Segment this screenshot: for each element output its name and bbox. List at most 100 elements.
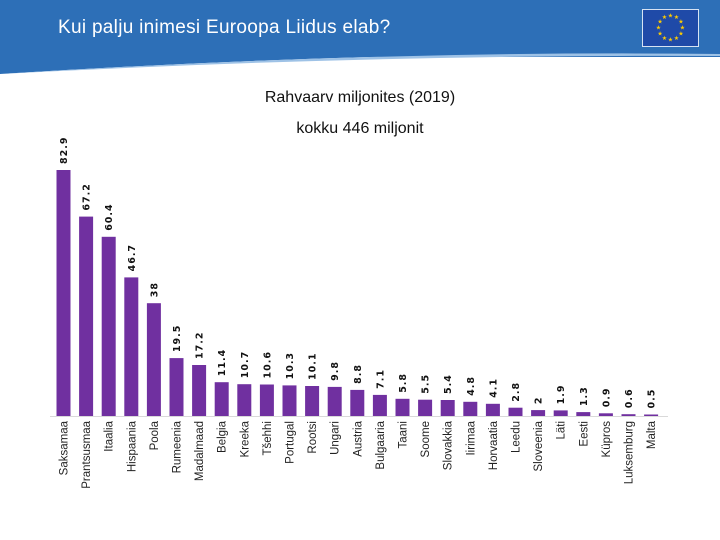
bar-value-label: 82.9 <box>59 137 70 164</box>
bar <box>237 384 252 416</box>
bar-value-label: 67.2 <box>82 183 93 210</box>
category-label: Hispaania <box>126 420 138 472</box>
bar <box>576 412 591 416</box>
chart-title: Rahvaarv miljonites (2019) <box>264 89 456 106</box>
bar <box>553 410 568 416</box>
category-label: Taani <box>398 421 410 449</box>
bar <box>169 358 184 416</box>
bar <box>621 414 636 416</box>
bar <box>259 384 274 416</box>
category-label: Bulgaaria <box>375 420 387 469</box>
bar <box>146 303 161 416</box>
bar <box>124 277 139 416</box>
bar <box>531 410 546 416</box>
category-label: Läti <box>556 421 568 440</box>
category-label: Madalmaad <box>194 421 206 481</box>
category-label: Portugal <box>285 421 297 464</box>
category-label: Sloveenia <box>533 420 545 471</box>
svg-text:★: ★ <box>657 31 662 38</box>
category-label: Itaalia <box>104 420 116 451</box>
bar-value-label: 4.1 <box>488 378 499 398</box>
category-label: Horvaatia <box>488 420 500 470</box>
bar-value-label: 2 <box>534 396 545 404</box>
bar <box>214 382 229 416</box>
category-label: Slovakkia <box>443 420 455 470</box>
svg-text:★: ★ <box>678 31 683 38</box>
bar <box>463 401 478 416</box>
bar <box>644 414 659 416</box>
slide-title: Kui palju inimesi Euroopa Liidus elab? <box>58 17 391 38</box>
eu-flag-icon: ★ ★ ★ ★ ★ ★ ★ ★ ★ ★ ★ ★ <box>642 9 699 47</box>
bar-value-label: 2.8 <box>511 382 522 402</box>
bar-value-label: 1.3 <box>579 386 590 406</box>
bar-value-label: 60.4 <box>104 203 115 230</box>
svg-text:★: ★ <box>668 13 673 20</box>
svg-text:★: ★ <box>674 14 679 21</box>
bar-value-label: 10.1 <box>308 353 319 380</box>
bar-value-label: 5.5 <box>421 374 432 394</box>
category-label: Rootsi <box>307 421 319 454</box>
svg-text:★: ★ <box>680 25 685 32</box>
bar-value-label: 8.8 <box>353 364 364 384</box>
category-label: Leedu <box>511 421 523 453</box>
bar <box>327 386 342 416</box>
category-label: Poola <box>149 420 161 450</box>
category-label: Küpros <box>601 421 613 458</box>
bar <box>598 413 613 416</box>
category-label: Luksemburg <box>624 421 636 484</box>
bar <box>350 389 365 416</box>
svg-text:★: ★ <box>674 35 679 42</box>
slide-header: Kui palju inimesi Euroopa Liidus elab? ★… <box>0 0 720 74</box>
bar <box>372 394 387 416</box>
bar <box>395 398 410 416</box>
bar-value-label: 17.2 <box>195 332 206 359</box>
bar <box>305 386 320 416</box>
bar <box>56 170 71 416</box>
bar <box>282 385 297 416</box>
bar-value-label: 5.4 <box>443 374 454 394</box>
bar-value-label: 0.9 <box>601 387 612 407</box>
bar-value-label: 19.5 <box>172 325 183 352</box>
svg-text:★: ★ <box>662 35 667 42</box>
category-label: Austria <box>352 420 364 456</box>
chart-subtitle: kokku 446 miljonit <box>296 120 424 137</box>
bar <box>418 399 433 416</box>
bar-value-label: 5.8 <box>398 373 409 393</box>
bar-value-label: 10.6 <box>262 351 273 378</box>
bar-value-label: 1.9 <box>556 385 567 405</box>
category-label: Prantsusmaa <box>81 420 93 488</box>
bar-value-label: 4.8 <box>466 376 477 396</box>
bar-value-label: 38 <box>149 282 160 297</box>
svg-text:★: ★ <box>662 14 667 21</box>
category-label: Saksamaa <box>59 420 71 475</box>
category-label: Tšehhi <box>262 421 274 456</box>
bar <box>485 403 500 416</box>
category-label: Eesti <box>578 421 590 447</box>
bar-value-label: 46.7 <box>127 244 138 271</box>
bar-value-label: 7.1 <box>375 369 386 389</box>
bar <box>440 400 455 416</box>
category-label: Soome <box>420 421 432 457</box>
bar <box>101 236 116 416</box>
bar <box>508 407 523 416</box>
bar <box>79 216 94 416</box>
header-swoosh <box>0 48 720 74</box>
category-label: Malta <box>646 420 658 449</box>
category-label: Iirimaa <box>465 420 477 455</box>
category-label: Belgia <box>217 420 229 453</box>
bar <box>192 365 207 416</box>
bar-value-label: 0.6 <box>624 388 635 408</box>
bar-value-label: 0.5 <box>647 389 658 409</box>
bar-value-label: 11.4 <box>217 349 228 376</box>
bar-value-label: 10.7 <box>240 351 251 378</box>
svg-text:★: ★ <box>657 19 662 26</box>
category-label: Kreeka <box>239 420 251 457</box>
svg-text:★: ★ <box>668 37 673 44</box>
category-label: Rumeenia <box>172 420 184 473</box>
svg-text:★: ★ <box>656 25 661 32</box>
category-label: Ungari <box>330 421 342 455</box>
svg-text:★: ★ <box>678 19 683 26</box>
bar-value-label: 10.3 <box>285 352 296 379</box>
bar-value-label: 9.8 <box>330 361 341 381</box>
